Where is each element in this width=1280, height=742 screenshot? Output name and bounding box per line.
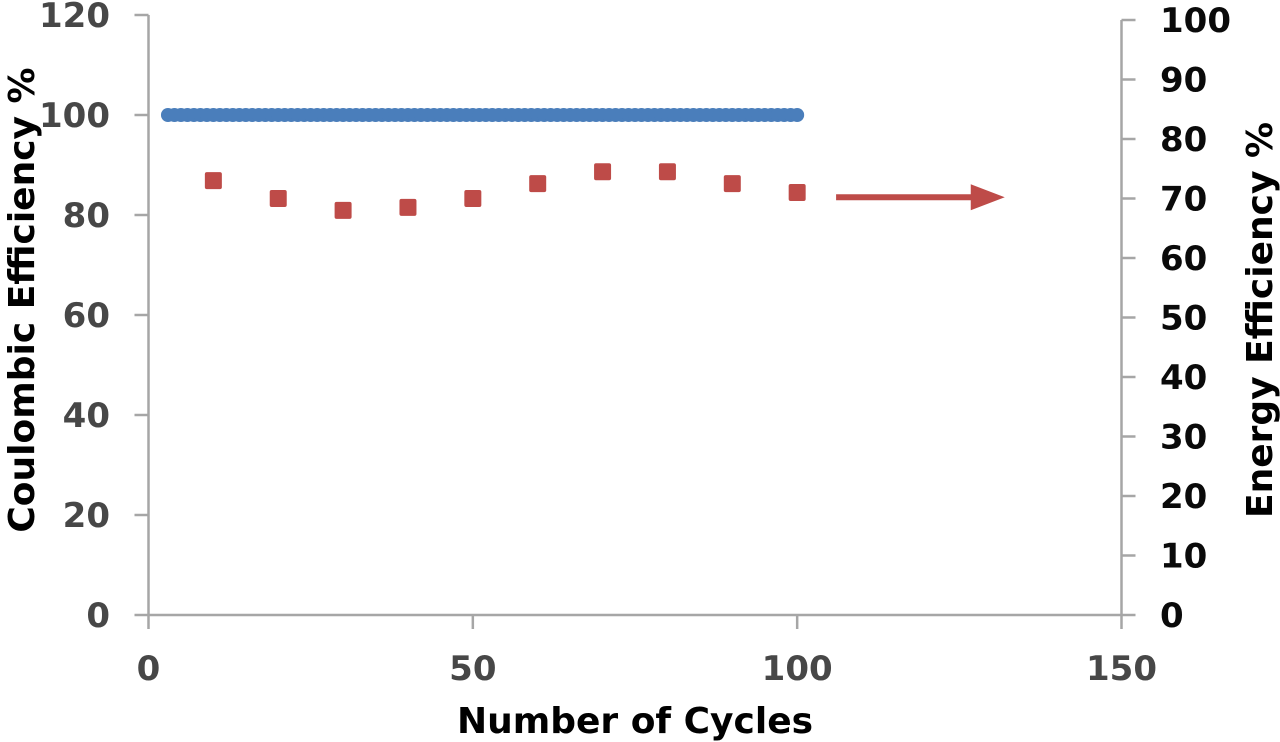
left-axis-tick-label: 0 <box>86 596 110 636</box>
right-axis-tick-label: 10 <box>1160 537 1207 577</box>
left-axis-tick-label: 20 <box>63 496 110 536</box>
left-axis-tick-label: 100 <box>39 96 110 136</box>
titles-layer: Number of Cycles Coulombic Efficiency % … <box>2 67 1280 742</box>
energy-efficiency-marker <box>399 198 417 216</box>
axes-layer: 0 20 40 60 80 100 120 0 10 20 30 40 50 60 70 80 90 100 0 50… <box>39 0 1231 689</box>
right-axis-tick-label: 90 <box>1160 61 1207 101</box>
right-axis-tick-label: 70 <box>1160 180 1207 220</box>
right-axis-tick-label: 20 <box>1160 477 1207 517</box>
energy-efficiency-marker <box>723 175 741 193</box>
energy-efficiency-marker <box>594 163 612 181</box>
left-axis-title: Coulombic Efficiency % <box>2 67 43 532</box>
energy-efficiency-marker <box>334 201 352 219</box>
right-axis-title: Energy Efficiency % <box>1240 122 1280 518</box>
series-layer <box>160 108 806 219</box>
right-axis-tick-label: 0 <box>1160 596 1184 636</box>
coulombic-efficiency-marker <box>790 108 805 122</box>
energy-efficiency-marker <box>658 163 676 181</box>
x-axis-tick-label: 150 <box>1086 649 1157 689</box>
left-axis-tick-label: 40 <box>63 396 110 436</box>
right-axis-tick-label: 60 <box>1160 239 1207 279</box>
energy-efficiency-marker <box>788 184 806 202</box>
x-axis-tick-label: 50 <box>449 649 496 689</box>
x-axis-tick-label: 100 <box>762 649 833 689</box>
trend-arrow-head <box>970 184 1005 211</box>
right-axis-tick-label: 100 <box>1160 1 1231 41</box>
x-axis-tick-label: 0 <box>137 649 161 689</box>
right-axis-tick-label: 50 <box>1160 299 1207 339</box>
x-axis-title: Number of Cycles <box>457 701 813 742</box>
right-axis-tick-label: 40 <box>1160 358 1207 398</box>
series-coulombic-efficiency <box>160 108 805 122</box>
left-axis-tick-label: 80 <box>63 196 110 236</box>
left-axis-tick-label: 120 <box>39 0 110 36</box>
energy-efficiency-marker <box>269 190 287 207</box>
right-axis-tick-label: 30 <box>1160 418 1207 458</box>
annotation-layer <box>836 184 1005 211</box>
energy-efficiency-marker <box>204 172 222 190</box>
left-axis-tick-label: 60 <box>63 296 110 336</box>
energy-efficiency-marker <box>464 190 482 207</box>
energy-efficiency-marker <box>529 175 547 193</box>
series-energy-efficiency <box>204 163 806 219</box>
right-axis-tick-label: 80 <box>1160 120 1207 160</box>
